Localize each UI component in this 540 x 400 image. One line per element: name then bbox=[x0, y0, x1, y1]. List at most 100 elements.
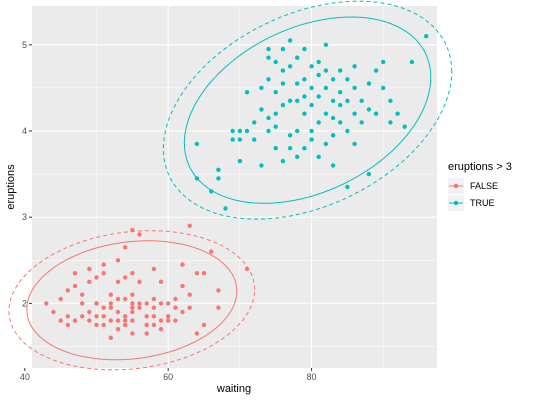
point-false bbox=[94, 275, 99, 280]
ellipse-true bbox=[183, 16, 432, 204]
point-false bbox=[108, 292, 114, 297]
point-true bbox=[316, 72, 321, 78]
point-true bbox=[395, 111, 400, 116]
point-true bbox=[266, 128, 271, 134]
point-false bbox=[80, 314, 85, 319]
point-false bbox=[115, 327, 121, 332]
point-true bbox=[388, 120, 393, 125]
point-false bbox=[151, 305, 157, 310]
point-true bbox=[345, 184, 350, 190]
point-true bbox=[302, 46, 307, 52]
point-true bbox=[287, 38, 293, 43]
point-false bbox=[123, 275, 128, 280]
legend-label-false: FALSE bbox=[470, 181, 498, 191]
point-true bbox=[266, 55, 271, 60]
point-false bbox=[244, 266, 250, 272]
x-tick-label: 80 bbox=[307, 372, 317, 382]
point-false bbox=[44, 301, 49, 306]
point-false bbox=[194, 331, 200, 336]
axes: 40 60 80 2 3 4 5 bbox=[20, 40, 317, 382]
point-true bbox=[237, 158, 243, 164]
point-true bbox=[309, 102, 314, 108]
point-true bbox=[194, 141, 200, 147]
point-false bbox=[130, 318, 135, 323]
point-true bbox=[209, 189, 214, 194]
point-true bbox=[366, 107, 372, 112]
y-tick-label: 4 bbox=[22, 126, 27, 136]
point-false bbox=[87, 309, 92, 315]
point-true bbox=[309, 64, 314, 69]
point-false bbox=[180, 283, 185, 289]
point-true bbox=[352, 111, 357, 116]
point-true bbox=[295, 98, 300, 104]
point-true bbox=[259, 107, 264, 112]
point-true bbox=[280, 68, 286, 73]
point-true bbox=[266, 46, 271, 52]
point-true bbox=[230, 128, 235, 134]
point-true bbox=[216, 176, 221, 181]
point-true bbox=[359, 98, 364, 104]
panel-background bbox=[32, 6, 437, 368]
point-false bbox=[209, 249, 214, 254]
point-false bbox=[130, 292, 135, 297]
point-true bbox=[330, 133, 336, 138]
point-false bbox=[158, 327, 164, 332]
point-false bbox=[101, 262, 106, 267]
point-true bbox=[273, 111, 278, 116]
point-false bbox=[87, 266, 92, 272]
point-true bbox=[323, 85, 329, 91]
point-true bbox=[409, 59, 415, 65]
point-true bbox=[302, 111, 307, 116]
point-true bbox=[302, 94, 307, 99]
point-true bbox=[216, 167, 221, 172]
data-points bbox=[44, 34, 429, 340]
point-true bbox=[345, 98, 350, 104]
point-false bbox=[101, 305, 106, 310]
point-true bbox=[323, 68, 329, 73]
point-false bbox=[72, 271, 78, 276]
point-true bbox=[287, 64, 293, 69]
point-false bbox=[115, 258, 121, 263]
legend-key-point bbox=[453, 183, 459, 189]
point-true bbox=[323, 111, 329, 116]
point-true bbox=[309, 137, 314, 142]
point-false bbox=[51, 309, 56, 315]
point-false bbox=[94, 322, 99, 328]
y-tick-label: 3 bbox=[22, 212, 27, 222]
point-true bbox=[295, 81, 300, 86]
point-false bbox=[108, 305, 114, 310]
point-false bbox=[130, 331, 135, 336]
point-false bbox=[130, 309, 135, 315]
y-axis-title: eruptions bbox=[5, 164, 17, 210]
point-true bbox=[330, 115, 336, 121]
point-true bbox=[244, 90, 250, 95]
y-tick-label: 5 bbox=[22, 40, 27, 50]
point-true bbox=[316, 94, 321, 99]
point-true bbox=[338, 120, 343, 125]
point-true bbox=[295, 154, 300, 159]
point-false bbox=[158, 279, 164, 284]
point-false bbox=[216, 305, 221, 310]
point-false bbox=[80, 292, 85, 297]
point-true bbox=[345, 77, 350, 82]
point-false bbox=[115, 296, 121, 302]
point-true bbox=[381, 59, 386, 65]
x-tick-label: 60 bbox=[163, 372, 173, 382]
point-true bbox=[338, 68, 343, 73]
point-true bbox=[316, 154, 321, 159]
point-false bbox=[151, 296, 157, 302]
point-true bbox=[359, 120, 364, 125]
point-false bbox=[94, 301, 99, 306]
point-true bbox=[330, 77, 336, 82]
confidence-ellipses bbox=[8, 0, 453, 371]
point-true bbox=[280, 102, 286, 108]
point-false bbox=[173, 305, 178, 310]
point-false bbox=[115, 318, 121, 323]
point-true bbox=[244, 128, 250, 134]
point-false bbox=[101, 322, 106, 328]
y-tick-label: 2 bbox=[22, 298, 27, 308]
point-false bbox=[87, 279, 92, 284]
point-false bbox=[65, 322, 71, 328]
point-false bbox=[137, 279, 142, 284]
